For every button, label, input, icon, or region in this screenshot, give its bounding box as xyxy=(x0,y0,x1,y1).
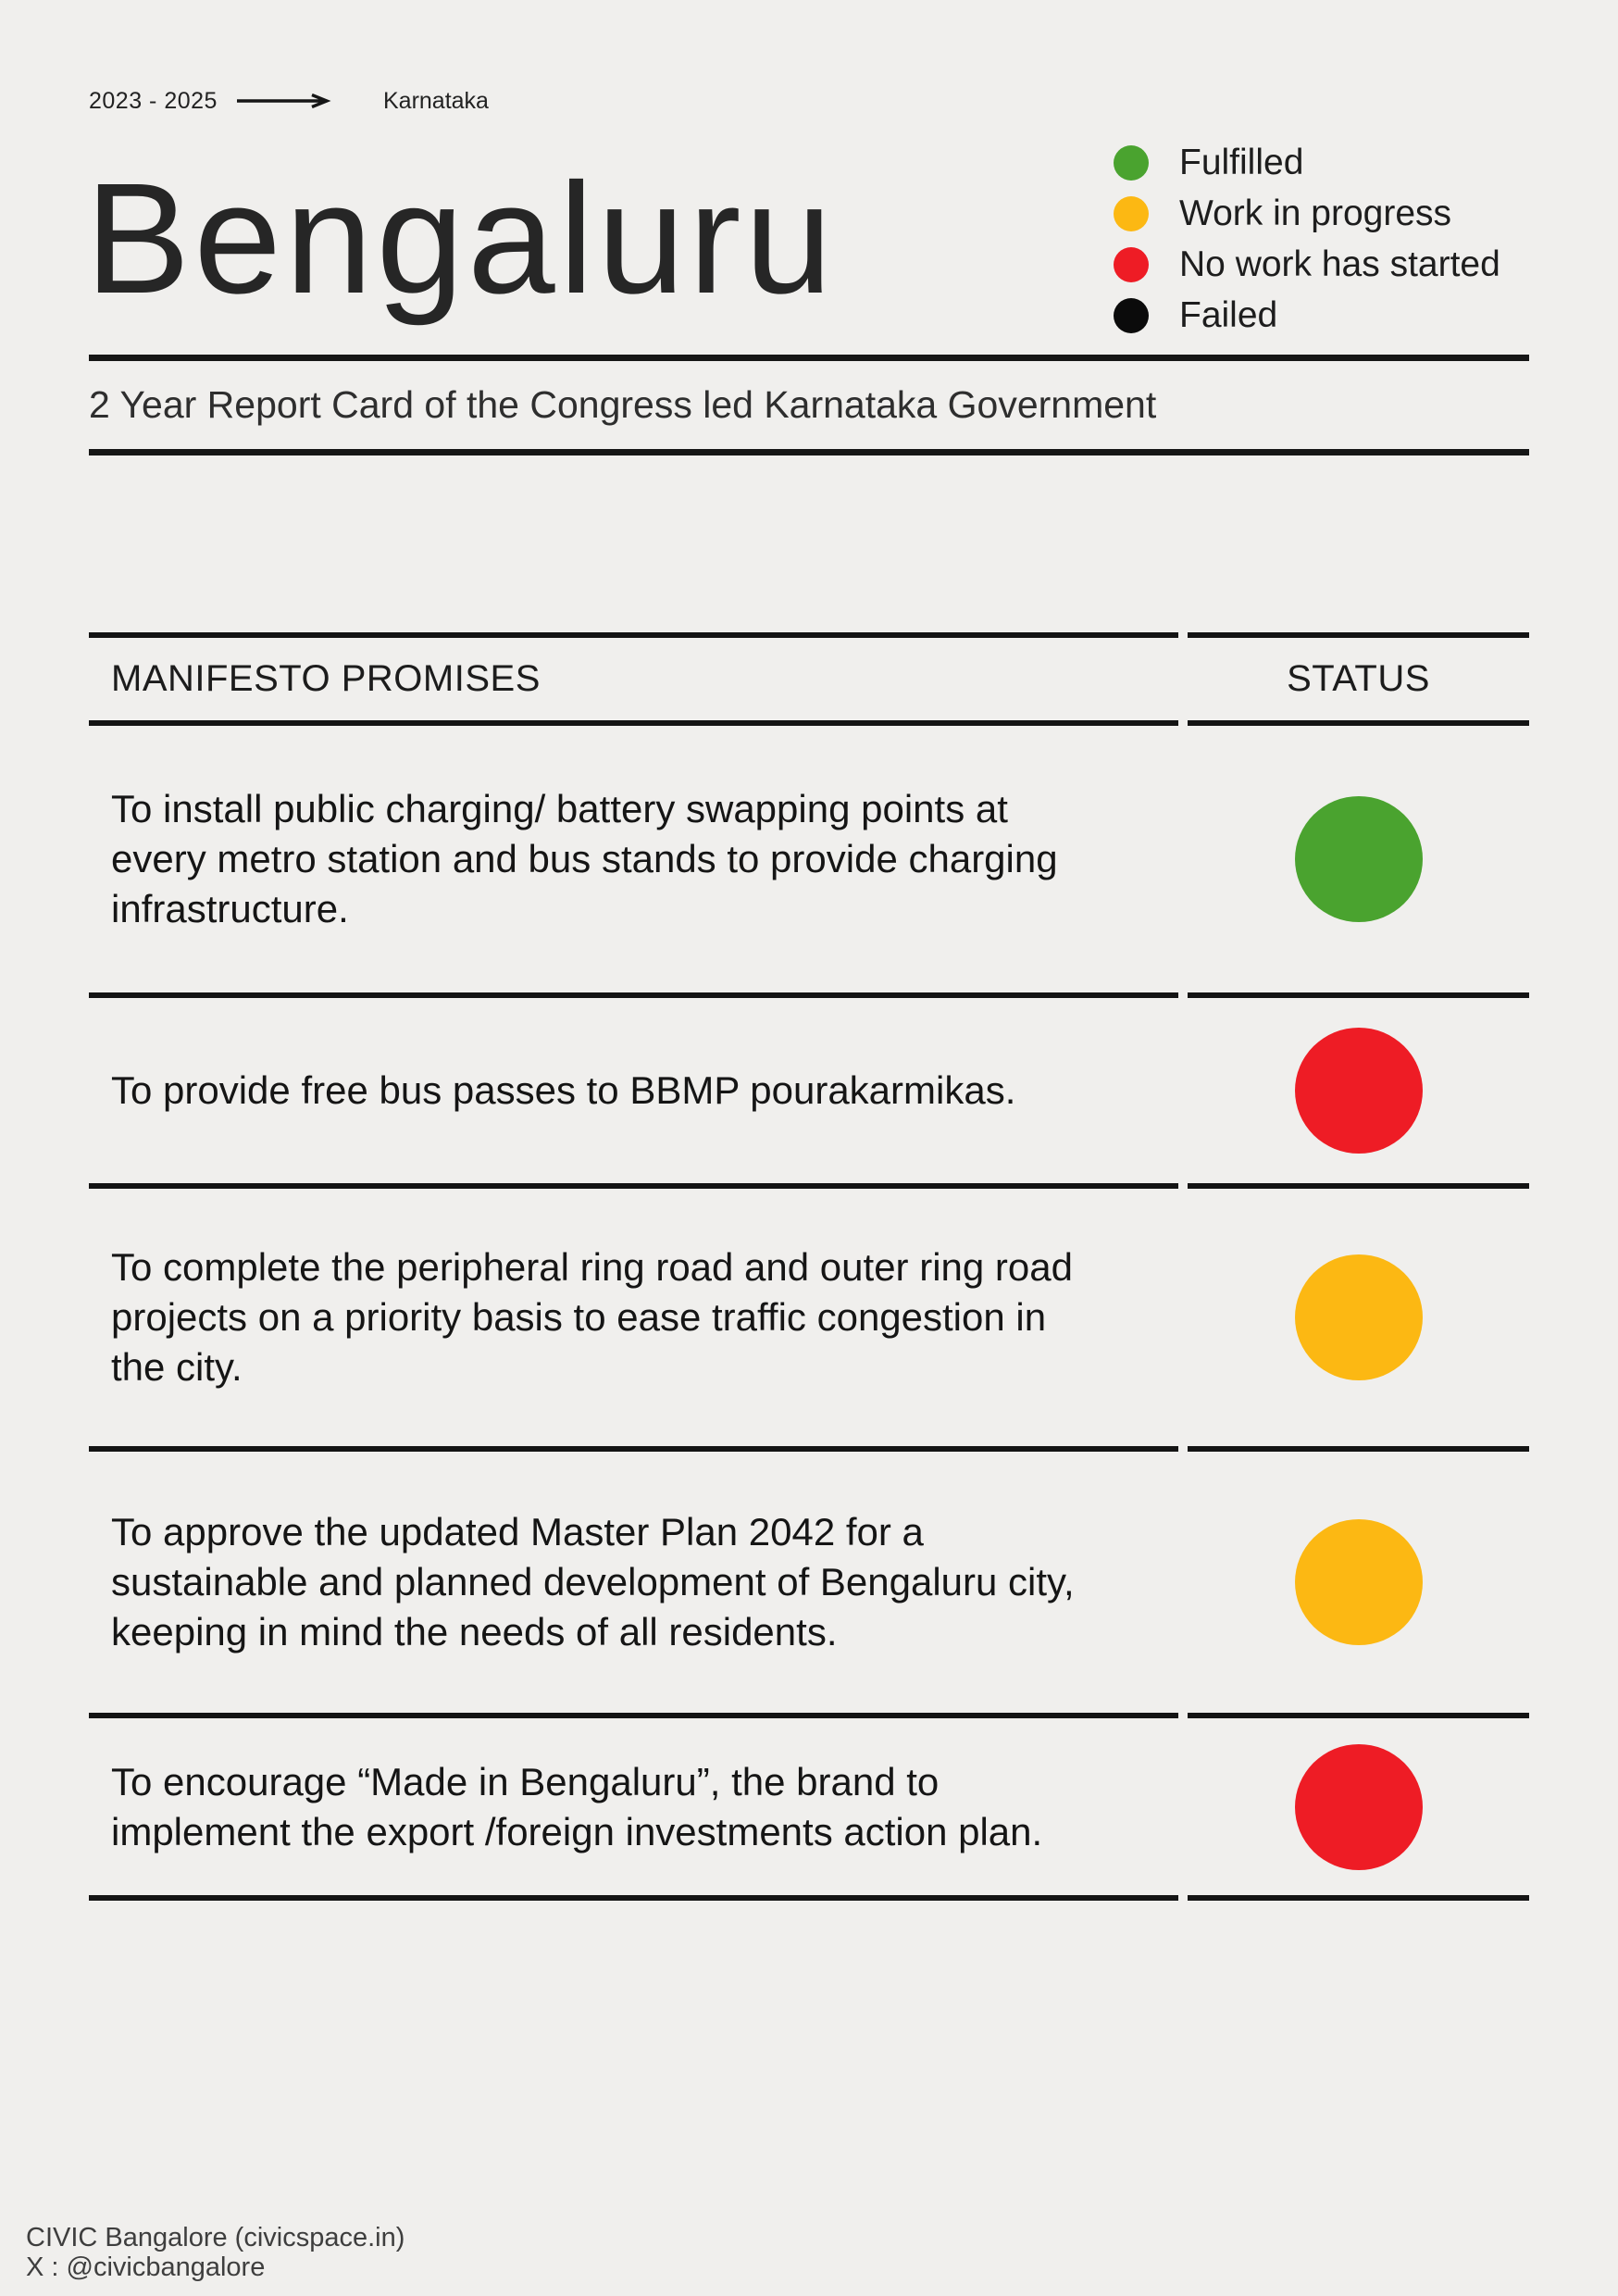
promises-table: MANIFESTO PROMISES STATUS To install pub… xyxy=(89,632,1529,1901)
status-circle-in-progress xyxy=(1294,1519,1423,1645)
legend-item: Work in progress xyxy=(1114,188,1500,239)
status-legend: Fulfilled Work in progress No work has s… xyxy=(1114,137,1500,341)
column-gap xyxy=(1178,1718,1188,1901)
column-header-promises: MANIFESTO PROMISES xyxy=(111,658,541,699)
column-gap xyxy=(1178,1452,1188,1718)
column-gap xyxy=(1178,998,1188,1189)
promise-text: To complete the peripheral ring road and… xyxy=(111,1245,1073,1389)
table-row: To approve the updated Master Plan 2042 … xyxy=(89,1452,1529,1718)
red-dot-icon xyxy=(1114,246,1149,282)
legend-label: No work has started xyxy=(1179,243,1500,284)
table-header-row: MANIFESTO PROMISES STATUS xyxy=(89,632,1529,726)
legend-item: Fulfilled xyxy=(1114,137,1500,188)
status-circle-no-work xyxy=(1294,1028,1423,1154)
column-gap xyxy=(1178,632,1188,726)
footer-social: X : @civicbangalore xyxy=(26,2252,266,2282)
legend-label: Failed xyxy=(1179,294,1278,335)
page-subtitle: 2 Year Report Card of the Congress led K… xyxy=(89,383,1157,426)
status-circle-in-progress xyxy=(1294,1254,1423,1380)
column-gap xyxy=(1178,1189,1188,1452)
column-header-status: STATUS xyxy=(1287,658,1430,699)
yellow-dot-icon xyxy=(1114,195,1149,231)
legend-label: Fulfilled xyxy=(1179,142,1304,182)
table-row: To encourage “Made in Bengaluru”, the br… xyxy=(89,1718,1529,1901)
divider xyxy=(89,449,1529,455)
period-label: 2023 - 2025 xyxy=(89,88,218,114)
footer: CIVIC Bangalore (civicspace.in) X : @civ… xyxy=(26,2223,405,2282)
footer-org: CIVIC Bangalore (civicspace.in) xyxy=(26,2223,405,2252)
column-gap xyxy=(1178,726,1188,998)
region-label: Karnataka xyxy=(383,88,489,114)
legend-label: Work in progress xyxy=(1179,193,1452,233)
status-circle-fulfilled xyxy=(1294,796,1423,922)
table-row: To complete the peripheral ring road and… xyxy=(89,1189,1529,1452)
arrow-right-icon xyxy=(237,94,331,108)
divider xyxy=(89,355,1529,361)
promise-text: To install public charging/ battery swap… xyxy=(111,787,1058,930)
black-dot-icon xyxy=(1114,297,1149,333)
status-circle-no-work xyxy=(1294,1743,1423,1870)
table-row: To install public charging/ battery swap… xyxy=(89,726,1529,998)
promise-text: To approve the updated Master Plan 2042 … xyxy=(111,1510,1075,1653)
promise-text: To provide free bus passes to BBMP poura… xyxy=(111,1068,1016,1112)
legend-item: No work has started xyxy=(1114,239,1500,290)
legend-item: Failed xyxy=(1114,290,1500,341)
promise-text: To encourage “Made in Bengaluru”, the br… xyxy=(111,1759,1043,1853)
green-dot-icon xyxy=(1114,144,1149,181)
table-row: To provide free bus passes to BBMP poura… xyxy=(89,998,1529,1189)
page-title: Bengaluru xyxy=(85,151,837,327)
